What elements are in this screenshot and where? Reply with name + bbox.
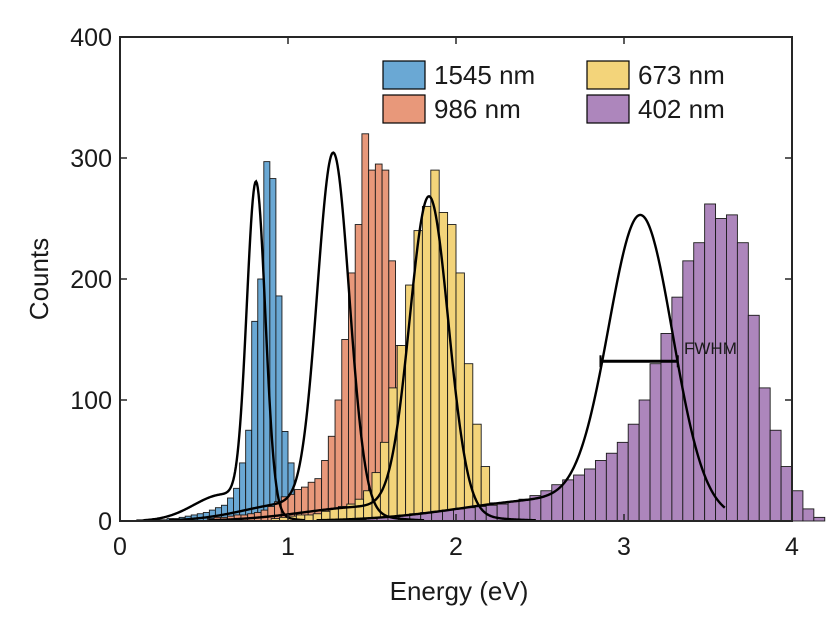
x-axis-title: Energy (eV) xyxy=(390,576,529,606)
histogram-bar xyxy=(627,423,640,522)
fit-curve-673-nm xyxy=(208,195,536,522)
histogram-bar xyxy=(605,452,618,522)
x-tick-label: 4 xyxy=(785,533,799,561)
legend-label-986: 986 nm xyxy=(434,94,521,124)
y-tick-label: 0 xyxy=(98,508,112,536)
histogram-bar xyxy=(438,211,449,522)
fit-curve-402-nm xyxy=(316,213,726,522)
series-1545-nm-bars xyxy=(136,161,301,522)
gaussian-fit-curves xyxy=(143,151,726,522)
fwhm-annotation: FWHM xyxy=(599,339,737,368)
y-tick-label: 100 xyxy=(70,387,112,415)
legend-label-402: 402 nm xyxy=(638,94,725,124)
legend: 1545 nm 986 nm 673 nm 402 nm xyxy=(382,60,725,124)
legend-swatch-986 xyxy=(382,94,426,124)
fwhm-label: FWHM xyxy=(684,339,737,358)
fit-curve-986-nm xyxy=(168,151,425,522)
histogram-bar xyxy=(802,508,815,522)
histogram-bar xyxy=(649,363,662,522)
y-tick-label: 200 xyxy=(70,266,112,294)
legend-swatch-673 xyxy=(586,60,630,90)
histogram-bar xyxy=(747,314,760,522)
x-tick-label: 1 xyxy=(281,533,295,561)
histogram-bar xyxy=(257,278,265,522)
fit-curve-1545-nm xyxy=(143,179,305,522)
legend-swatch-402 xyxy=(586,94,630,124)
histogram-bar xyxy=(584,468,596,522)
histogram-bar xyxy=(453,508,465,522)
histogram-bar xyxy=(334,399,343,522)
histogram-bar xyxy=(245,429,253,522)
histogram-bar xyxy=(421,205,432,522)
histogram-bar xyxy=(251,320,259,522)
histogram-bar xyxy=(368,169,376,522)
histogram-bar xyxy=(671,296,684,522)
histogram-bar xyxy=(638,399,651,522)
histogram-bar xyxy=(682,260,695,522)
histogram-bar xyxy=(791,490,804,522)
axis-ticks xyxy=(119,36,793,522)
histogram-bar xyxy=(463,363,474,522)
x-tick-label: 3 xyxy=(617,533,631,561)
y-axis-title: Counts xyxy=(24,238,54,320)
x-tick-label: 2 xyxy=(449,533,463,561)
histogram-bar xyxy=(726,214,738,522)
tick-labels: 0 1 2 3 4 0 100 200 300 400 xyxy=(70,24,799,561)
histogram-bar xyxy=(573,474,585,522)
histogram-bar xyxy=(769,429,782,522)
histogram-bar xyxy=(518,498,531,522)
histogram-bar xyxy=(463,507,476,522)
histogram-bar xyxy=(813,516,826,522)
histogram-bar xyxy=(562,479,575,522)
legend-label-673: 673 nm xyxy=(638,60,725,90)
legend-label-1545: 1545 nm xyxy=(434,60,535,90)
histogram-bar xyxy=(616,441,629,522)
histogram-bar xyxy=(704,203,717,522)
histogram-bar xyxy=(758,387,771,522)
histogram-bar xyxy=(780,466,793,522)
x-tick-label: 0 xyxy=(113,533,127,561)
histogram-bar xyxy=(715,218,727,522)
histogram-bar xyxy=(736,242,749,522)
histogram-bar xyxy=(341,339,349,522)
y-tick-label: 400 xyxy=(70,24,112,52)
histogram-bar xyxy=(693,242,706,522)
histogram-bar xyxy=(594,460,607,522)
legend-swatch-1545 xyxy=(382,60,426,90)
y-tick-label: 300 xyxy=(70,145,112,173)
histogram-bars xyxy=(136,133,826,522)
